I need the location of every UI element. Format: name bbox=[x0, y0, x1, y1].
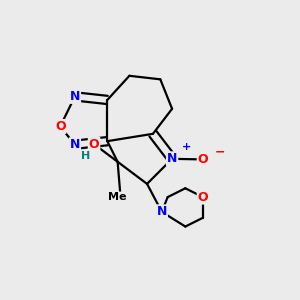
Text: N: N bbox=[157, 205, 167, 218]
Text: N: N bbox=[167, 152, 177, 165]
Text: −: − bbox=[215, 146, 225, 159]
Text: O: O bbox=[198, 190, 208, 204]
Text: H: H bbox=[81, 151, 90, 161]
Text: N: N bbox=[70, 138, 80, 151]
Text: O: O bbox=[89, 138, 99, 151]
Text: +: + bbox=[182, 142, 191, 152]
Text: N: N bbox=[70, 90, 80, 103]
Text: O: O bbox=[198, 153, 208, 166]
Text: Me: Me bbox=[108, 192, 127, 202]
Text: O: O bbox=[55, 120, 65, 133]
